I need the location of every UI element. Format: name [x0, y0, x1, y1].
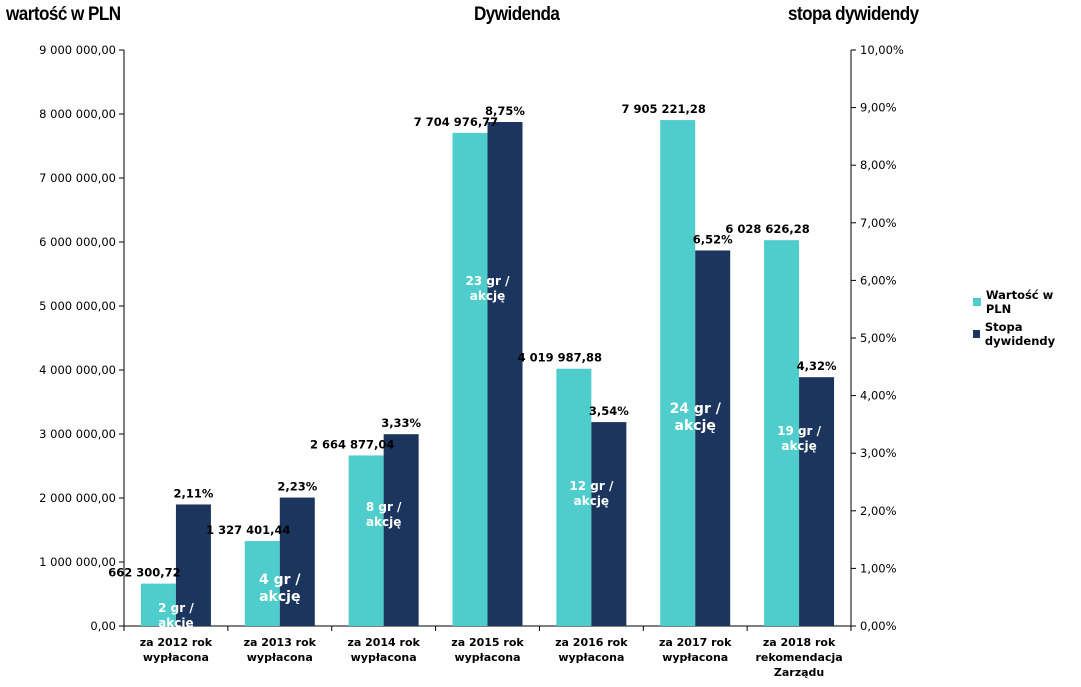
data-label-value: 6 028 626,28	[725, 222, 809, 236]
category-label: za 2016 rok	[555, 636, 628, 649]
y-tick-label-left: 4 000 000,00	[39, 363, 116, 377]
data-label-value: 662 300,72	[108, 566, 180, 580]
y-axis-right-title: stopa dywidendy	[788, 4, 919, 25]
chart-title: Dywidenda	[474, 4, 560, 25]
y-tick-label-left: 7 000 000,00	[39, 171, 116, 185]
per-share-annotation: 12 gr /	[569, 479, 614, 493]
legend-item-yield: Stopa dywidendy	[973, 320, 1081, 348]
category-label: za 2018 rok	[763, 636, 836, 649]
category-label: wypłacona	[454, 651, 520, 664]
data-label-yield: 2,23%	[277, 480, 317, 494]
y-tick-label-left: 1 000 000,00	[39, 555, 116, 569]
bar-value	[764, 240, 800, 627]
data-label-value: 7 704 976,77	[414, 115, 498, 129]
per-share-annotation: akcję	[781, 439, 816, 453]
per-share-annotation: 4 gr /	[259, 572, 301, 588]
data-label-yield: 4,32%	[797, 359, 837, 373]
per-share-annotation: 8 gr /	[366, 500, 402, 514]
y-tick-label-right: 4,00%	[860, 389, 897, 403]
category-label: Zarządu	[774, 666, 824, 679]
y-tick-label-right: 2,00%	[860, 504, 897, 518]
category-label: wypłacona	[247, 651, 313, 664]
category-label: wypłacona	[558, 651, 624, 664]
y-tick-label-right: 10,00%	[860, 43, 904, 57]
y-tick-label-left: 6 000 000,00	[39, 235, 116, 249]
per-share-annotation: 24 gr /	[670, 401, 722, 417]
category-label: wypłacona	[351, 651, 417, 664]
legend-item-value: Wartość w PLN	[973, 288, 1081, 316]
y-axis-left-title: wartość w PLN	[6, 4, 121, 25]
per-share-annotation: akcję	[675, 418, 716, 434]
bar-value	[660, 120, 696, 626]
per-share-annotation: akcję	[470, 289, 505, 303]
data-label-yield: 2,11%	[173, 486, 213, 500]
y-tick-label-right: 5,00%	[860, 331, 897, 345]
bar-yield	[279, 497, 315, 626]
y-tick-label-left: 2 000 000,00	[39, 491, 116, 505]
data-label-yield: 3,54%	[589, 404, 629, 418]
category-label: za 2012 rok	[140, 636, 213, 649]
category-label: rekomendacja	[755, 651, 842, 664]
y-tick-label-right: 8,00%	[860, 158, 897, 172]
per-share-annotation: 23 gr /	[466, 274, 511, 288]
bar-value	[556, 368, 592, 626]
y-tick-label-left: 8 000 000,00	[39, 107, 116, 121]
legend-label-value: Wartość w PLN	[985, 288, 1054, 316]
legend-label-yield: Stopa dywidendy	[984, 320, 1056, 348]
y-tick-label-right: 0,00%	[860, 619, 897, 633]
data-label-value: 2 664 877,04	[310, 437, 394, 451]
data-label-value: 7 905 221,28	[622, 102, 706, 116]
bar-value	[348, 455, 384, 626]
bar-value	[452, 132, 488, 627]
per-share-annotation: akcję	[158, 616, 193, 630]
category-label: za 2017 rok	[659, 636, 732, 649]
data-label-yield: 3,33%	[381, 416, 421, 430]
legend: Wartość w PLN Stopa dywidendy	[973, 288, 1081, 357]
y-tick-label-left: 5 000 000,00	[39, 299, 116, 313]
per-share-annotation: akcję	[259, 589, 300, 605]
bar-value	[140, 583, 176, 626]
bar-yield	[695, 250, 731, 626]
y-tick-label-right: 1,00%	[860, 561, 897, 575]
data-label-value: 1 327 401,44	[206, 523, 290, 537]
legend-swatch-yield	[973, 330, 980, 338]
category-label: za 2015 rok	[451, 636, 524, 649]
y-tick-label-right: 7,00%	[860, 216, 897, 230]
y-tick-label-left: 9 000 000,00	[39, 43, 116, 57]
y-tick-label-left: 0,00	[90, 619, 116, 633]
y-tick-label-right: 3,00%	[860, 446, 897, 460]
per-share-annotation: 19 gr /	[777, 424, 822, 438]
y-tick-label-left: 3 000 000,00	[39, 427, 116, 441]
per-share-annotation: akcję	[574, 494, 609, 508]
legend-swatch-value	[973, 298, 981, 306]
data-label-yield: 6,52%	[693, 232, 733, 246]
category-label: wypłacona	[143, 651, 209, 664]
category-label: za 2014 rok	[347, 636, 420, 649]
bar-value	[244, 541, 280, 626]
bar-yield	[175, 504, 211, 626]
y-tick-label-right: 6,00%	[860, 273, 897, 287]
bar-yield	[799, 377, 835, 626]
category-label: wypłacona	[662, 651, 728, 664]
category-label: za 2013 rok	[244, 636, 317, 649]
y-tick-label-right: 9,00%	[860, 101, 897, 115]
bar-yield	[591, 422, 627, 626]
per-share-annotation: 2 gr /	[158, 601, 194, 615]
data-label-yield: 8,75%	[485, 104, 525, 118]
bar-yield	[487, 122, 523, 626]
per-share-annotation: akcję	[366, 515, 401, 529]
bar-yield	[383, 434, 419, 626]
data-label-value: 4 019 987,88	[518, 351, 602, 365]
